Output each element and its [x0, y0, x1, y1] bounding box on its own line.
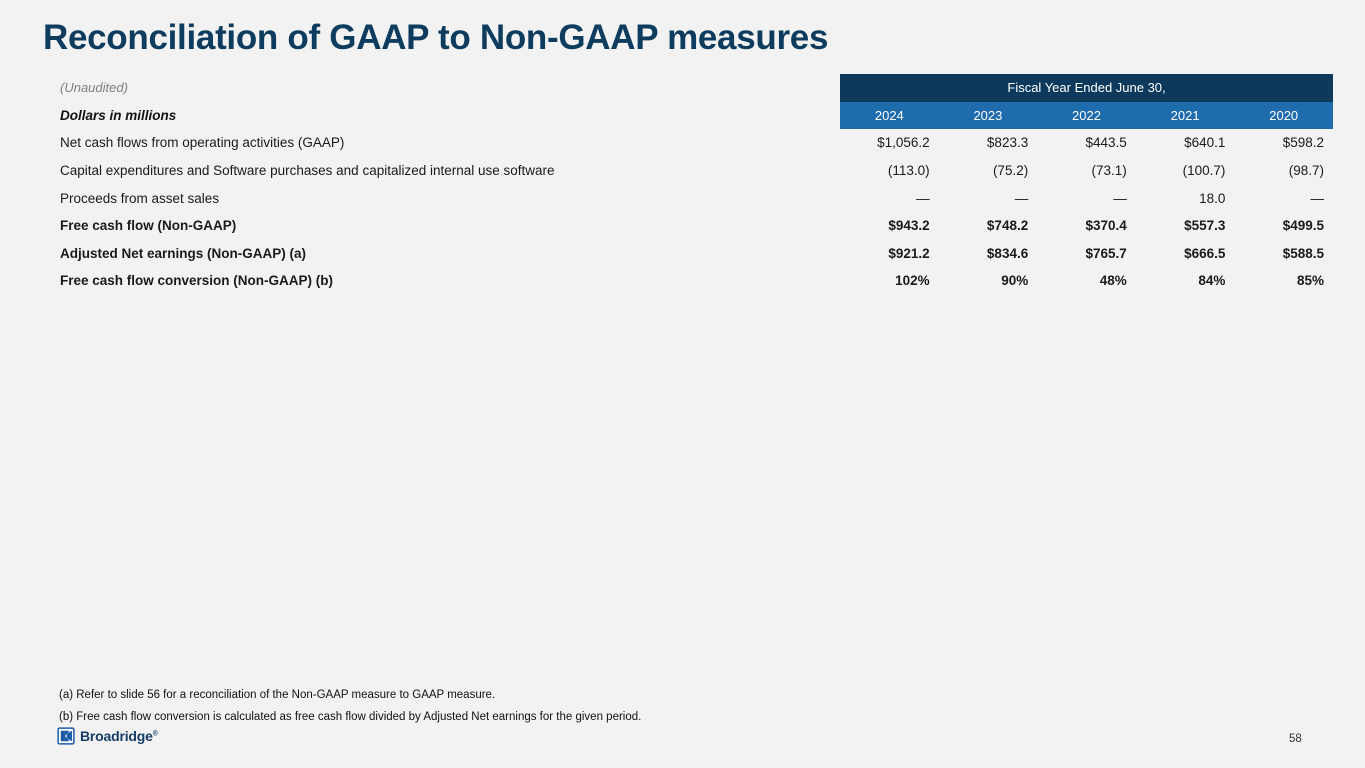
year-column-header-2022: 2022 [1037, 101, 1136, 130]
table-cell: — [1014, 190, 1029, 206]
table-cell: $765.7 [1085, 245, 1127, 261]
unaudited-label: (Unaudited) [60, 80, 128, 96]
broadridge-logo: Broadridge® [57, 727, 158, 745]
table-cell: $834.6 [986, 245, 1029, 261]
broadridge-logo-icon [57, 727, 75, 745]
footnote-b: (b) Free cash flow conversion is calcula… [59, 711, 642, 723]
table-cell: $943.2 [888, 218, 930, 234]
table-cell: — [1310, 190, 1325, 206]
table-cell: $499.5 [1282, 218, 1324, 234]
table-cell: $557.3 [1184, 218, 1226, 234]
year-column-header-2024: 2024 [840, 101, 939, 130]
table-cell: — [916, 190, 930, 206]
row-label-adjusted-net-earnings: Adjusted Net earnings (Non-GAAP) (a) [60, 245, 307, 261]
reconciliation-table: (Unaudited) Fiscal Year Ended June 30, D… [60, 74, 1333, 295]
table-cell: 18.0 [1199, 190, 1226, 206]
table-cell: (75.2) [992, 163, 1029, 179]
page-title: Reconciliation of GAAP to Non-GAAP measu… [43, 18, 829, 57]
row-label-operating-cash-flows: Net cash flows from operating activities… [60, 135, 345, 151]
broadridge-logo-text: Broadridge® [80, 728, 158, 744]
table-cell: $921.2 [888, 245, 930, 261]
table-cell: 90% [1001, 273, 1029, 289]
trademark-symbol: ® [152, 730, 158, 738]
table-cell: 102% [895, 273, 930, 289]
table-cell: 48% [1099, 273, 1127, 289]
table-cell: (73.1) [1091, 163, 1127, 179]
dollars-in-millions-label: Dollars in millions [60, 107, 177, 123]
year-column-header-2020: 2020 [1234, 101, 1333, 130]
table-cell: $640.1 [1184, 135, 1226, 151]
table-cell: $666.5 [1184, 245, 1226, 261]
table-cell: (100.7) [1182, 163, 1226, 179]
row-label-capital-expenditures: Capital expenditures and Software purcha… [60, 163, 555, 179]
table-cell: $370.4 [1085, 218, 1127, 234]
year-column-header-2023: 2023 [938, 101, 1038, 130]
table-cell: $598.2 [1282, 135, 1324, 151]
row-label-free-cash-flow: Free cash flow (Non-GAAP) [60, 218, 237, 234]
year-column-header-2021: 2021 [1135, 101, 1235, 130]
table-cell: 85% [1296, 273, 1324, 289]
table-cell: $443.5 [1085, 135, 1127, 151]
table-cell: $1,056.2 [877, 135, 930, 151]
table-cell: $748.2 [986, 218, 1029, 234]
table-cell: $588.5 [1282, 245, 1324, 261]
fiscal-year-header: Fiscal Year Ended June 30, [840, 74, 1333, 102]
footnote-a: (a) Refer to slide 56 for a reconciliati… [59, 689, 496, 701]
table-cell: $823.3 [986, 135, 1029, 151]
footnotes: (a) Refer to slide 56 for a reconciliati… [59, 684, 641, 728]
table-cell: 84% [1198, 273, 1226, 289]
row-label-free-cash-flow-conversion: Free cash flow conversion (Non-GAAP) (b) [60, 273, 334, 289]
row-label-proceeds-asset-sales: Proceeds from asset sales [60, 190, 220, 206]
table-cell: (98.7) [1288, 163, 1324, 179]
page-number: 58 [1289, 733, 1302, 745]
table-cell: (113.0) [887, 163, 930, 179]
table-cell: — [1113, 190, 1127, 206]
